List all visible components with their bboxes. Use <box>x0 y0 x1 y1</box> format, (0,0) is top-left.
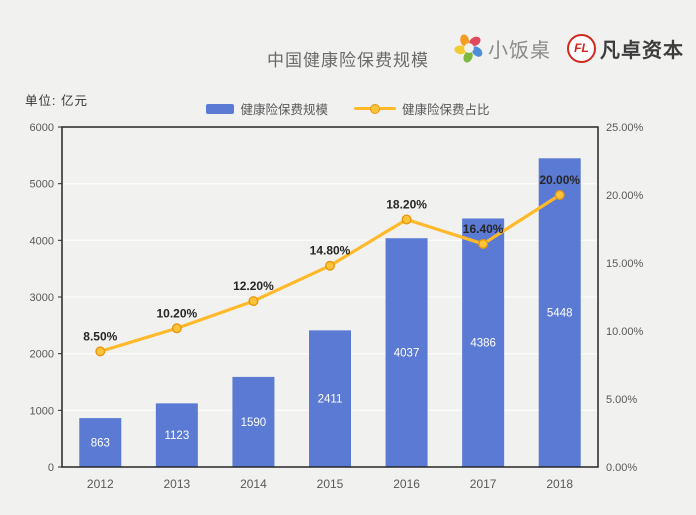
y2-axis-tick-label: 5.00% <box>606 394 637 406</box>
trend-point-label: 12.20% <box>233 279 274 293</box>
bar <box>232 376 275 467</box>
bar <box>79 418 122 467</box>
legend-label-bar: 健康险保费规模 <box>240 103 328 117</box>
bar-value-label: 2411 <box>318 394 343 406</box>
y-axis-tick-label: 1000 <box>30 405 54 417</box>
legend-label-line: 健康险保费占比 <box>402 103 490 117</box>
legend-item-bar: 健康险保费规模 <box>206 99 328 118</box>
y-axis-tick-label: 6000 <box>30 122 54 134</box>
trend-point-label: 10.20% <box>157 306 198 320</box>
line-series-swatch-icon <box>354 103 396 114</box>
y-axis-tick-label: 0 <box>48 462 54 474</box>
pinwheel-petal <box>471 46 483 57</box>
pinwheel-petal <box>469 36 481 47</box>
x-axis-tick-label: 2018 <box>546 477 573 491</box>
y-axis-tick-label: 2000 <box>30 349 54 361</box>
legend-item-line: 健康险保费占比 <box>354 99 490 118</box>
bar-value-label: 5448 <box>547 308 573 320</box>
trend-point-label: 18.20% <box>386 197 427 211</box>
trend-point-label: 14.80% <box>310 244 351 258</box>
bar-series-swatch-icon <box>206 103 235 114</box>
logo-row: 小饭桌 FL 凡卓资本 <box>454 33 684 63</box>
trend-point-marker <box>478 238 489 249</box>
trend-point-marker <box>95 346 106 357</box>
trend-point-marker <box>401 214 412 225</box>
bar-value-label: 1590 <box>241 417 267 429</box>
x-axis-tick-label: 2017 <box>470 477 497 491</box>
trend-point-marker <box>325 260 336 271</box>
chart-title: 中国健康险保费规模 <box>267 51 429 70</box>
y2-axis-tick-label: 0.00% <box>606 462 637 474</box>
pinwheel-petal <box>460 34 469 47</box>
pinwheel-icon <box>454 34 483 63</box>
x-axis-tick-label: 2013 <box>164 477 191 491</box>
legend: 健康险保费规模 健康险保费占比 <box>0 99 696 118</box>
y-axis-tick-label: 3000 <box>30 292 54 304</box>
trend-point-label: 16.40% <box>463 222 504 236</box>
trend-point-marker <box>248 296 259 307</box>
y2-axis-tick-label: 10.00% <box>606 326 644 338</box>
pinwheel-petal <box>463 51 473 63</box>
x-axis-tick-label: 2012 <box>87 477 114 491</box>
y-axis-tick-label: 5000 <box>30 179 54 191</box>
y-axis-tick-label: 4000 <box>30 235 54 247</box>
pinwheel-petal <box>454 45 467 55</box>
trend-point-marker <box>554 189 565 200</box>
bar-value-label: 863 <box>91 438 110 450</box>
bar <box>309 330 351 467</box>
y2-axis-tick-label: 25.00% <box>606 122 644 134</box>
xiaofanzhuo-logo: 小饭桌 <box>454 33 551 63</box>
trend-point-marker <box>171 323 182 334</box>
bar <box>155 403 198 467</box>
bar <box>538 158 581 467</box>
plot-border <box>61 126 599 468</box>
fanzhuo-capital-logo: FL 凡卓资本 <box>567 33 684 63</box>
x-axis-tick-label: 2016 <box>393 477 420 491</box>
fanzhuo-wordmark: 凡卓资本 <box>600 39 684 62</box>
xiaofanzhuo-wordmark: 小饭桌 <box>488 39 551 62</box>
y2-axis-tick-label: 15.00% <box>606 258 644 270</box>
bar-value-label: 4386 <box>470 338 496 350</box>
y2-axis-tick-label: 20.00% <box>606 190 644 202</box>
bar <box>385 238 428 467</box>
x-axis-tick-label: 2015 <box>317 477 344 491</box>
unit-label: 单位: 亿元 <box>25 94 88 108</box>
x-axis-tick-label: 2014 <box>240 477 267 491</box>
bar-value-label: 4037 <box>394 348 420 360</box>
trend-point-label: 20.00% <box>539 173 580 187</box>
bar-value-label: 1123 <box>164 430 189 442</box>
bar <box>462 218 505 467</box>
trend-point-label: 8.50% <box>83 329 117 343</box>
fl-monogram-icon: FL <box>567 33 596 63</box>
